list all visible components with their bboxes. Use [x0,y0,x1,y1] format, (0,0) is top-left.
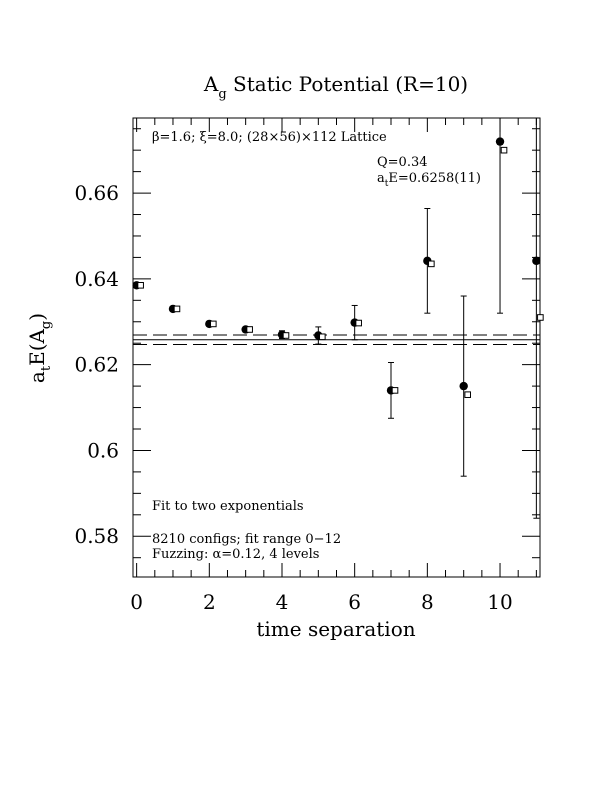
configs-note: 8210 configs; fit range 0−12 [152,532,341,547]
data-point-square [173,305,181,313]
data-point-square [210,320,217,328]
data-point-square [319,333,326,341]
energy-note: atE=0.6258(11) [377,171,481,189]
x-tick-label: 10 [487,590,512,614]
x-tick-label: 0 [130,590,143,614]
y-tick-label: 0.62 [74,353,119,377]
tick-labels: 0 2 4 6 8 10 0.58 0.6 0.62 0.64 0.66 [74,181,512,614]
data-point-circle [495,137,505,146]
y-tick-label: 0.58 [74,524,119,548]
data-point-square [355,319,362,327]
q-note: Q=0.34 [377,155,428,170]
x-tick-label: 8 [421,590,434,614]
y-tick-label: 0.64 [74,267,119,291]
data-points [132,117,544,519]
data-point-circle [532,256,541,266]
data-point-square [282,332,290,339]
axis-ticks [133,118,540,577]
lattice-note: β=1.6; ξ=8.0; (28×56)×112 Lattice [152,130,387,145]
data-point-square [464,391,471,398]
chart-title: Ag Static Potential (R=10) [203,72,468,102]
y-axis-label: atE(Ag) [25,313,54,383]
x-tick-label: 4 [276,590,289,614]
data-point-square [246,326,253,333]
fuzzing-note: Fuzzing: α=0.12, 4 levels [152,547,319,562]
data-point-circle [459,381,468,391]
x-tick-label: 2 [203,590,216,614]
x-tick-label: 6 [348,590,361,614]
data-point-square [537,314,544,321]
data-point-square [428,260,435,268]
fit-band [133,334,540,345]
data-point-square [391,387,399,394]
data-point-square [137,281,144,289]
fit-type-note: Fit to two exponentials [152,499,304,514]
data-point-square [500,146,508,154]
y-tick-label: 0.66 [74,181,119,205]
x-axis-label: time separation [256,617,415,641]
y-tick-label: 0.6 [87,438,119,462]
